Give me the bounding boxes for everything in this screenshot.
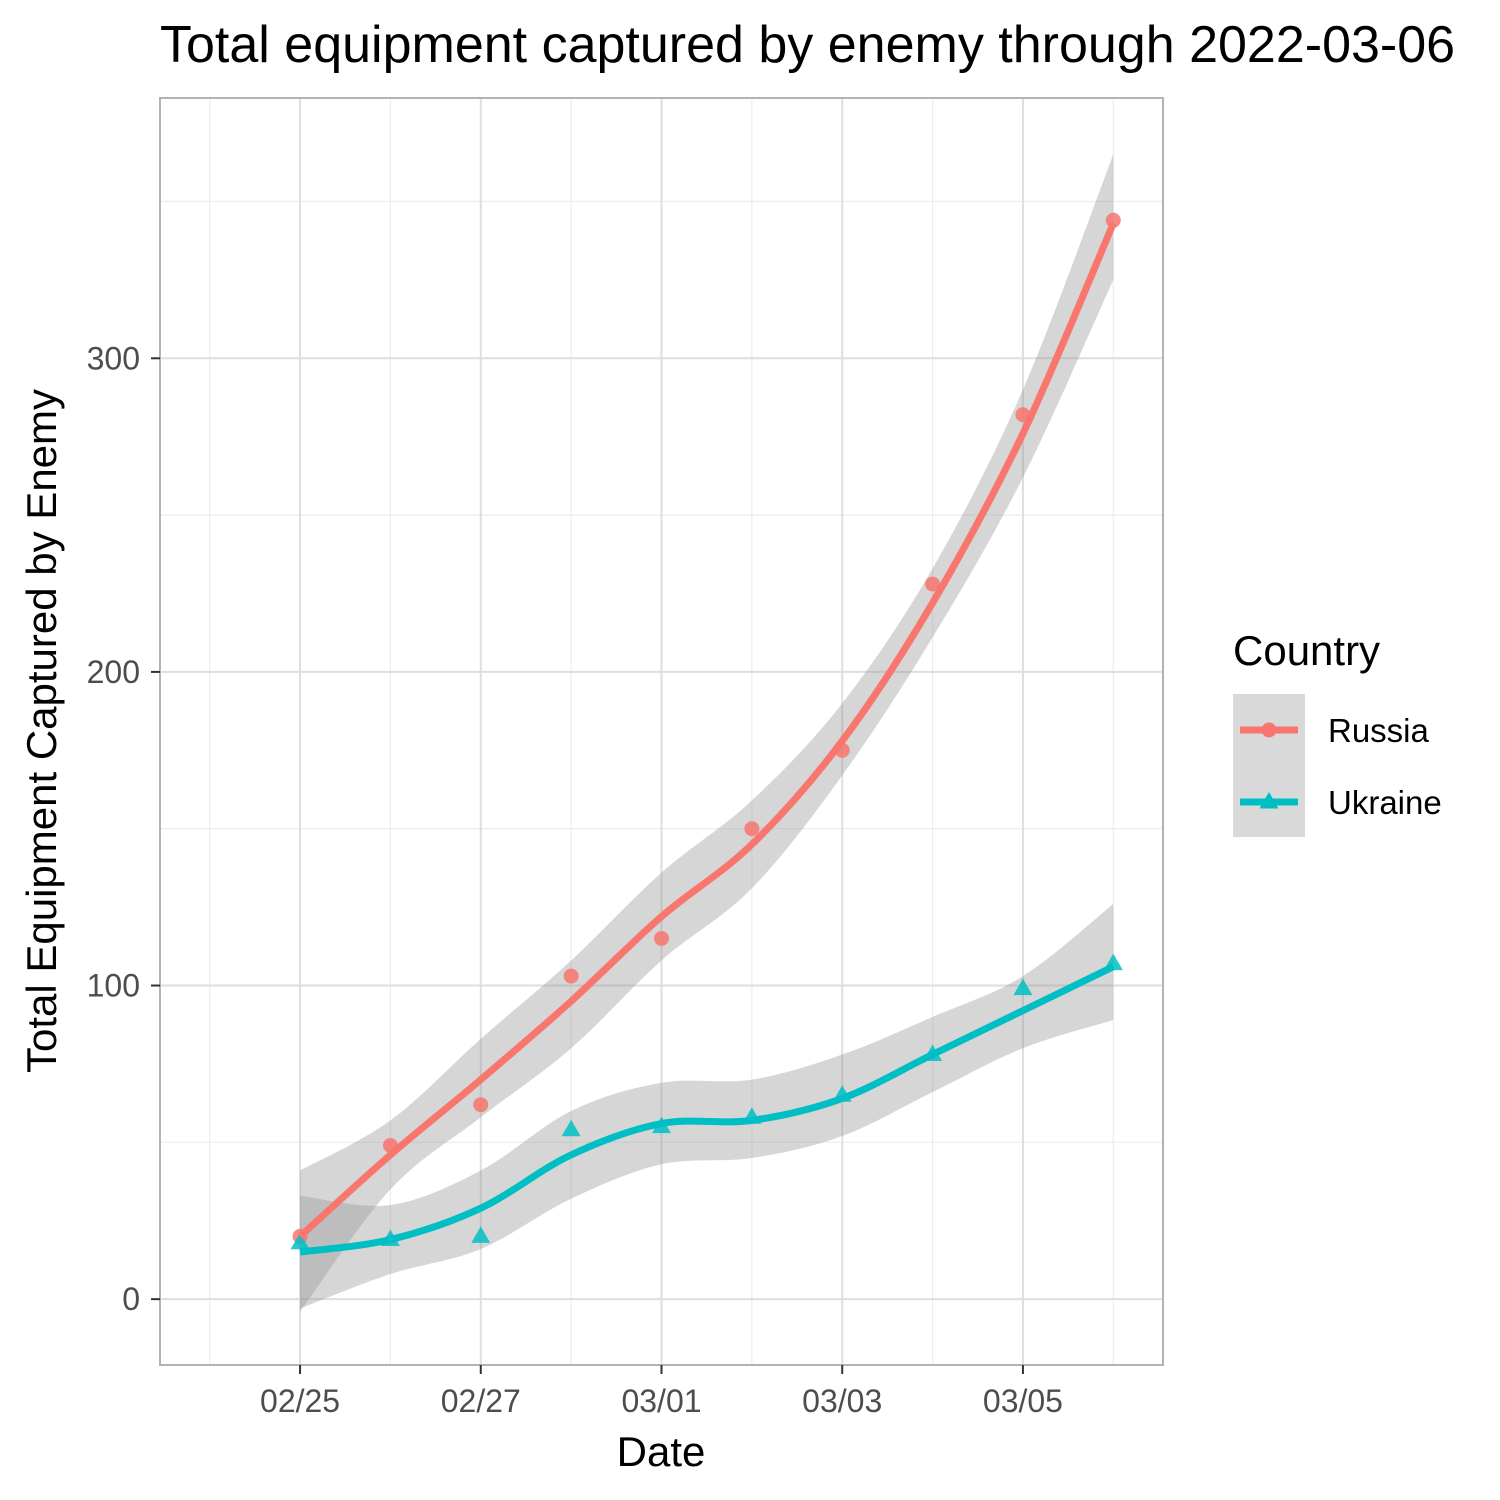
legend-key-marker-ukraine [1259, 792, 1279, 809]
y-axis-ticks: 0 100 200 300 [87, 340, 160, 1317]
confidence-band-ukraine [300, 903, 1114, 1309]
data-point-ukraine [471, 1226, 491, 1243]
data-point-russia [473, 1097, 489, 1113]
legend-label-ukraine: Ukraine [1328, 784, 1442, 821]
x-tick-label: 03/03 [802, 1383, 882, 1419]
y-tick-label: 0 [122, 1281, 140, 1317]
legend: Country Russia Ukraine [1233, 627, 1442, 837]
legend-title: Country [1233, 627, 1380, 674]
legend-key-background [1233, 694, 1305, 837]
confidence-band-russia [300, 154, 1114, 1312]
series-line-russia [297, 222, 1117, 1240]
smooth-lines [297, 222, 1117, 1256]
data-point-ukraine [561, 1119, 581, 1137]
y-tick-label: 300 [87, 340, 140, 376]
major-gridlines [160, 98, 1163, 1365]
series-line-ukraine [299, 963, 1115, 1256]
y-tick-label: 200 [87, 654, 140, 690]
data-point-ukraine [1013, 978, 1033, 996]
x-axis-title: Date [617, 1428, 706, 1475]
x-tick-label: 02/25 [260, 1383, 340, 1419]
y-tick-label: 100 [87, 968, 140, 1004]
data-point-russia [654, 930, 669, 946]
data-point-russia [563, 968, 579, 984]
x-tick-label: 03/05 [983, 1383, 1063, 1419]
legend-label-russia: Russia [1328, 712, 1430, 749]
data-point-ukraine [290, 1232, 310, 1250]
x-axis-ticks: 02/25 02/27 03/01 03/03 03/05 [260, 1365, 1063, 1419]
chart-title: Total equipment captured by enemy throug… [160, 16, 1455, 74]
x-tick-label: 03/01 [621, 1383, 701, 1419]
data-point-russia [744, 821, 760, 837]
legend-key-marker-russia [1261, 722, 1277, 738]
x-tick-label: 02/27 [441, 1383, 521, 1419]
confidence-bands [300, 154, 1114, 1312]
data-point-russia [925, 576, 941, 592]
y-axis-title: Total Equipment Captured by Enemy [18, 389, 65, 1073]
